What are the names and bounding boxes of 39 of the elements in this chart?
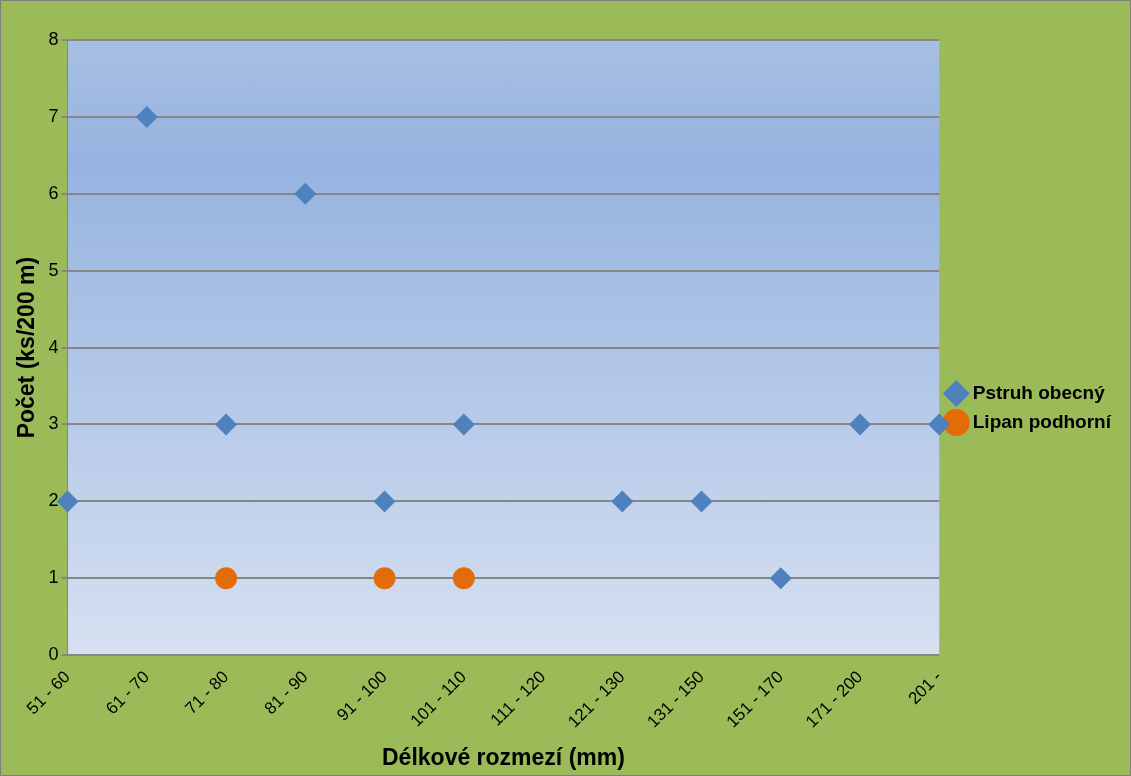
y-tick-label: 7 [48,105,59,126]
x-tick-label: 121 - 130 [564,667,629,732]
point [769,567,792,590]
y-tick-label: 5 [48,259,59,280]
point [373,490,396,513]
point [690,490,713,513]
y-tick-label: 1 [48,567,59,588]
point [452,567,475,590]
x-tick-label: 71 - 80 [181,667,233,718]
point [373,567,396,590]
x-tick-label: 81 - 90 [260,667,312,718]
y-tick-label: 0 [48,644,59,665]
x-tick-label: 61 - 70 [102,667,153,718]
point [215,413,238,436]
point [215,567,238,590]
point [611,490,634,513]
point [928,413,951,436]
y-tick-label: 4 [48,336,59,357]
legend-label: Lipan podhorní [972,410,1112,432]
x-tick-label: 51 - 60 [22,667,74,718]
x-tick-label: 101 - 110 [406,667,470,731]
y-tick-label: 3 [48,413,59,434]
point [849,413,872,436]
y-tick-label: 2 [48,490,59,511]
y-tick-label: 8 [48,28,59,49]
x-tick-label: 111 - 120 [486,667,550,730]
y-tick-label: 6 [48,182,59,203]
point [294,182,317,205]
point [452,413,475,436]
y-axis-title: Počet (ks/200 m) [13,256,40,439]
x-tick-label: 201 - [904,667,946,708]
x-tick-label: 91 - 100 [333,667,391,725]
legend-label: Pstruh obecný [972,381,1106,403]
x-tick-label: 151 - 170 [722,667,787,732]
point [56,490,79,513]
x-tick-label: 171 - 200 [801,667,867,732]
x-tick-label: 131 - 150 [643,667,708,732]
x-axis-title: Délkové rozmezí (mm) [382,743,625,770]
point [135,105,158,128]
